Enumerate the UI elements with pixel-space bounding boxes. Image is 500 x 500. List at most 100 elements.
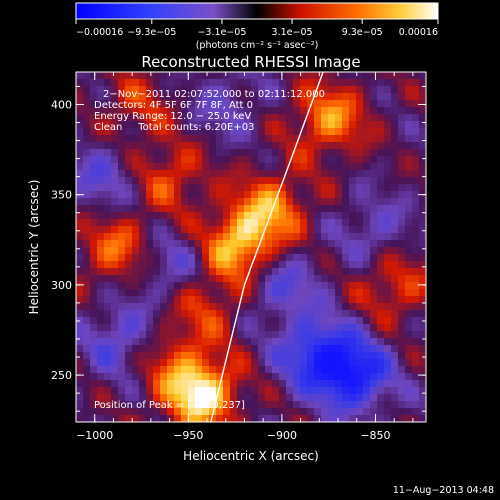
- heatmap-cell: [328, 212, 336, 220]
- heatmap-cell: [314, 359, 322, 367]
- heatmap-cell: [202, 205, 210, 213]
- heatmap-cell: [398, 387, 406, 395]
- heatmap-cell: [251, 261, 259, 269]
- heatmap-cell: [167, 282, 175, 290]
- heatmap-cell: [300, 394, 308, 402]
- heatmap-cell: [265, 317, 273, 325]
- heatmap-cell: [181, 226, 189, 234]
- heatmap-cell: [419, 247, 426, 255]
- heatmap-cell: [335, 345, 343, 353]
- heatmap-cell: [314, 135, 322, 143]
- heatmap-cell: [419, 345, 426, 353]
- heatmap-cell: [223, 198, 231, 206]
- heatmap-cell: [188, 114, 196, 122]
- heatmap-cell: [265, 121, 273, 129]
- heatmap-cell: [237, 373, 245, 381]
- heatmap-cell: [83, 128, 91, 136]
- heatmap-cell: [111, 114, 119, 122]
- heatmap-cell: [363, 317, 371, 325]
- heatmap-cell: [349, 212, 357, 220]
- heatmap-cell: [174, 254, 182, 262]
- heatmap-cell: [104, 310, 112, 318]
- heatmap-cell: [146, 233, 154, 241]
- heatmap-cell: [76, 296, 84, 304]
- heatmap-cell: [111, 135, 119, 143]
- heatmap-cell: [384, 121, 392, 129]
- heatmap-cell: [321, 156, 329, 164]
- heatmap-cell: [342, 261, 350, 269]
- heatmap-cell: [181, 142, 189, 150]
- heatmap-cell: [370, 310, 378, 318]
- heatmap-cell: [251, 93, 259, 101]
- heatmap-cell: [195, 415, 203, 422]
- heatmap-cell: [293, 142, 301, 150]
- heatmap-cell: [279, 156, 287, 164]
- heatmap-cell: [370, 93, 378, 101]
- heatmap-cell: [167, 233, 175, 241]
- heatmap-cell: [377, 156, 385, 164]
- heatmap-cell: [398, 324, 406, 332]
- heatmap-cell: [216, 282, 224, 290]
- heatmap-cell: [258, 198, 266, 206]
- heatmap-cell: [111, 401, 119, 409]
- heatmap-cell: [104, 156, 112, 164]
- heatmap-cell: [314, 345, 322, 353]
- heatmap-cell: [174, 338, 182, 346]
- heatmap-cell: [223, 275, 231, 283]
- heatmap-cell: [146, 184, 154, 192]
- heatmap-cell: [125, 212, 133, 220]
- heatmap-cell: [286, 268, 294, 276]
- heatmap-cell: [209, 142, 217, 150]
- heatmap-cell: [265, 310, 273, 318]
- heatmap-cell: [412, 212, 420, 220]
- heatmap-cell: [209, 310, 217, 318]
- heatmap-cell: [111, 317, 119, 325]
- heatmap-cell: [293, 205, 301, 213]
- heatmap-cell: [230, 128, 238, 136]
- heatmap-cell: [139, 226, 147, 234]
- heatmap-cell: [391, 156, 399, 164]
- heatmap-cell: [363, 345, 371, 353]
- heatmap-cell: [139, 310, 147, 318]
- heatmap-cell: [391, 247, 399, 255]
- heatmap-cell: [146, 338, 154, 346]
- heatmap-cell: [377, 219, 385, 227]
- heatmap-cell: [286, 114, 294, 122]
- heatmap-cell: [356, 198, 364, 206]
- heatmap-cell: [216, 303, 224, 311]
- heatmap-cell: [111, 212, 119, 220]
- heatmap-cell: [356, 387, 364, 395]
- heatmap-cell: [244, 163, 252, 171]
- heatmap-cell: [223, 338, 231, 346]
- heatmap-cell: [342, 303, 350, 311]
- heatmap-cell: [230, 184, 238, 192]
- heatmap-cell: [160, 205, 168, 213]
- heatmap-cell: [321, 128, 329, 136]
- heatmap-cell: [342, 401, 350, 409]
- heatmap-cell: [391, 128, 399, 136]
- heatmap-cell: [370, 331, 378, 339]
- heatmap-cell: [398, 198, 406, 206]
- heatmap-cell: [349, 226, 357, 234]
- heatmap-cell: [300, 177, 308, 185]
- heatmap-cell: [188, 149, 196, 157]
- heatmap-cell: [90, 79, 98, 87]
- heatmap-cell: [195, 191, 203, 199]
- heatmap-cell: [83, 408, 91, 416]
- heatmap-cell: [328, 359, 336, 367]
- heatmap-cell: [363, 212, 371, 220]
- heatmap-cell: [384, 86, 392, 94]
- heatmap-cell: [328, 268, 336, 276]
- heatmap-cell: [90, 254, 98, 262]
- heatmap-cell: [398, 163, 406, 171]
- heatmap-cell: [160, 352, 168, 360]
- heatmap-cell: [244, 345, 252, 353]
- heatmap-cell: [223, 380, 231, 388]
- colorbar-tick-label: 9.3e−05: [342, 27, 383, 38]
- heatmap-cell: [83, 331, 91, 339]
- heatmap-cell: [251, 156, 259, 164]
- heatmap-cell: [90, 401, 98, 409]
- heatmap-cell: [153, 100, 161, 108]
- heatmap-cell: [258, 373, 266, 381]
- heatmap-cell: [356, 212, 364, 220]
